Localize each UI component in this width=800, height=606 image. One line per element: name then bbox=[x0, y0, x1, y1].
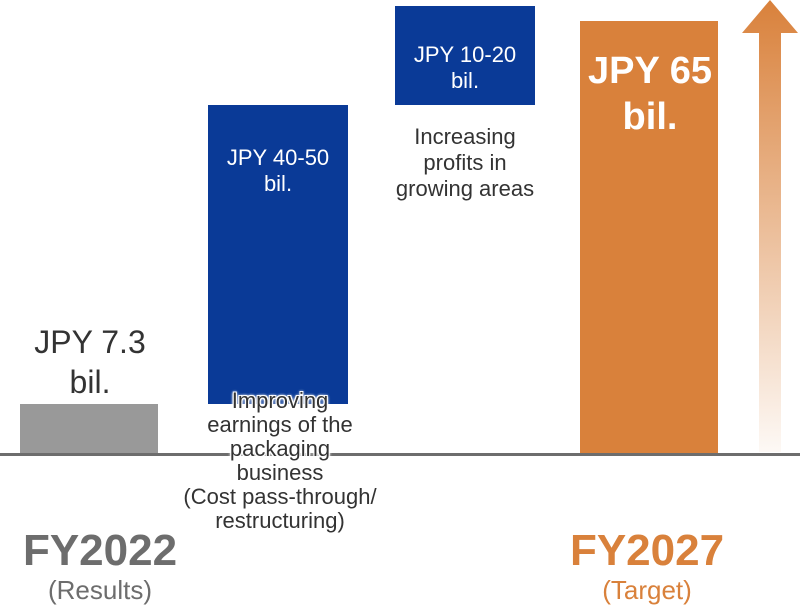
growth-desc-line3: growing areas bbox=[395, 176, 535, 201]
packaging-description: Improving earnings of the packaging busi… bbox=[140, 389, 420, 533]
category-fy2022: FY2022 (Results) bbox=[0, 526, 200, 604]
category-fy2027: FY2027 (Target) bbox=[547, 526, 747, 604]
growth-value-line1: JPY 10-20 bbox=[413, 42, 517, 67]
growth-value-label: JPY 10-20 bil. bbox=[395, 42, 535, 94]
packaging-desc-line4: business bbox=[236, 460, 324, 485]
growth-description: Increasing profits in growing areas bbox=[355, 124, 575, 202]
bar-packaging-improvement bbox=[208, 105, 348, 405]
packaging-value-line2: bil. bbox=[263, 171, 293, 196]
baseline-axis bbox=[0, 453, 800, 456]
fy2027-value-line2: bil. bbox=[622, 96, 678, 138]
growth-desc-line1: Increasing bbox=[414, 124, 516, 149]
packaging-desc-line6: restructuring) bbox=[215, 508, 345, 533]
packaging-value-label: JPY 40-50 bil. bbox=[208, 145, 348, 197]
packaging-desc-line2: earnings of the bbox=[207, 412, 353, 437]
category-fy2027-label: FY2027 bbox=[569, 526, 725, 575]
bar-growth-areas bbox=[395, 5, 535, 106]
category-fy2022-sublabel: (Results) bbox=[47, 575, 152, 605]
category-fy2027-sublabel: (Target) bbox=[602, 575, 692, 605]
fy2027-value-label: JPY 65 bil. bbox=[580, 48, 720, 140]
packaging-desc-line5: (Cost pass-through/ bbox=[183, 484, 377, 509]
up-arrow-icon bbox=[742, 0, 798, 452]
packaging-desc-line3: packaging bbox=[229, 436, 331, 461]
packaging-value-line1: JPY 40-50 bbox=[226, 145, 330, 170]
fy2022-value-label: JPY 7.3 bil. bbox=[10, 322, 170, 402]
bar-fy2027-target bbox=[580, 21, 718, 453]
fy2027-value-line1: JPY 65 bbox=[588, 50, 712, 92]
category-fy2022-label: FY2022 bbox=[22, 526, 178, 575]
growth-desc-line2: profits in bbox=[423, 150, 507, 175]
bar-fy2022-results bbox=[20, 404, 158, 453]
fy2022-value-line1: JPY 7.3 bbox=[34, 324, 146, 360]
packaging-desc-line1: Improving bbox=[231, 388, 329, 413]
fy2022-value-line2: bil. bbox=[69, 364, 111, 400]
growth-value-line2: bil. bbox=[450, 68, 480, 93]
